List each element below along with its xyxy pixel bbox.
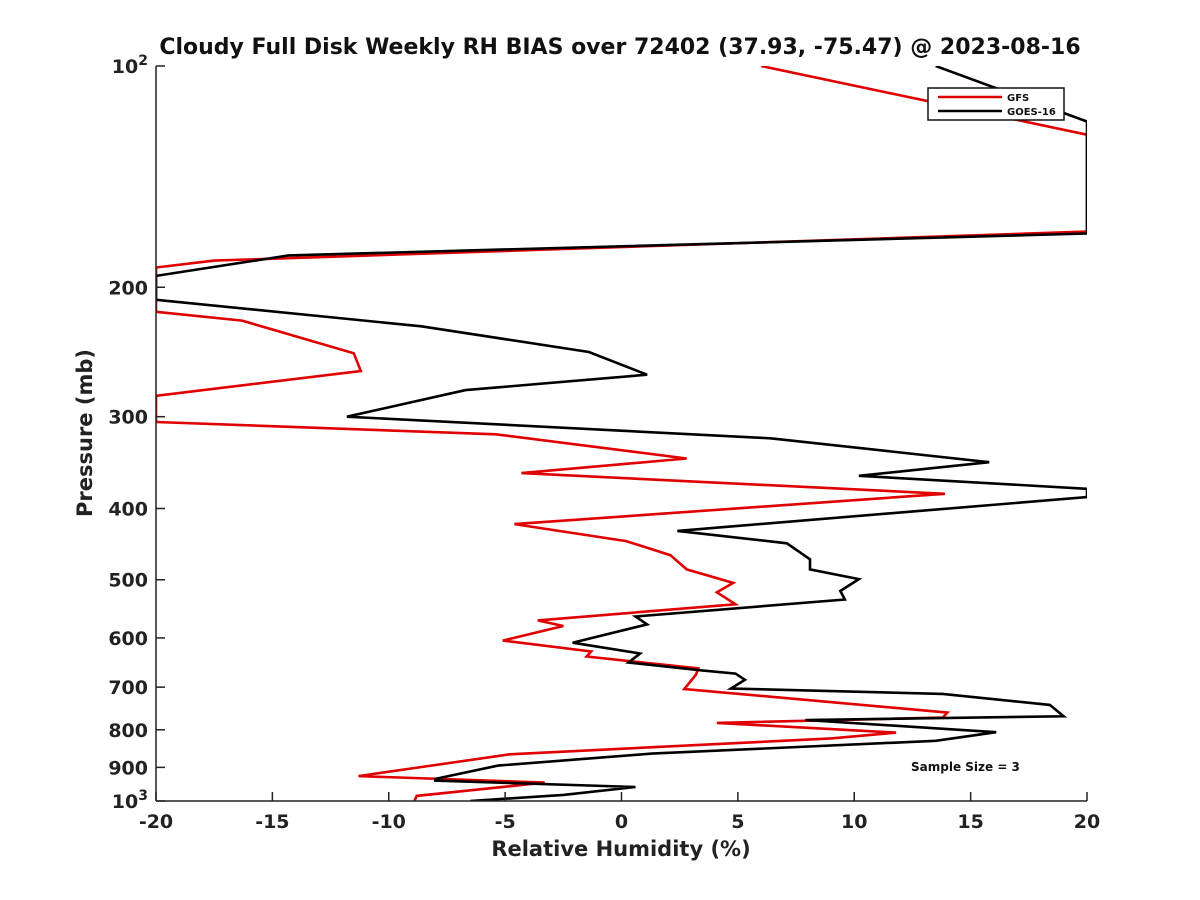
legend-label-gfs: GFS [1007,93,1029,104]
y-tick-label: 400 [108,499,148,521]
series-line-goes16 [156,66,1087,801]
x-tick-label: 5 [731,811,744,833]
x-tick-label: -20 [139,811,173,833]
x-tick-label: -15 [255,811,289,833]
x-tick-label: 10 [841,811,867,833]
legend-box [927,87,1065,121]
x-tick-label: 15 [957,811,983,833]
y-tick-label: 600 [108,628,148,650]
y-tick-label: 200 [108,277,148,299]
chart-title: Cloudy Full Disk Weekly RH BIAS over 724… [159,35,1080,60]
series-layer [156,66,1087,801]
x-tick-label: -5 [495,811,516,833]
x-axis-label: Relative Humidity (%) [491,837,750,861]
y-tick-label: 300 [108,407,148,429]
x-tick-label: 0 [615,811,628,833]
y-tick-label: 900 [108,757,148,779]
y-tick-label: 500 [108,570,148,592]
x-tick-label: -10 [372,811,406,833]
x-tick-label: 20 [1074,811,1100,833]
sample-size-annotation: Sample Size = 3 [911,760,1020,774]
y-tick-label: 700 [108,677,148,699]
series-line-gfs [156,66,1087,801]
legend: GFS GOES-16 [927,87,1065,121]
y-tick-label: 102 [112,53,148,78]
y-tick-label: 800 [108,720,148,742]
y-axis-label: Pressure (mb) [73,349,97,517]
x-axis-ticks: -20 -15 -10 -5 0 5 10 15 20 [139,792,1100,833]
legend-label-goes16: GOES-16 [1007,107,1056,118]
y-axis-ticks: 102 200 300 400 500 600 700 800 900 103 [108,53,165,813]
y-tick-label: 103 [112,788,148,813]
